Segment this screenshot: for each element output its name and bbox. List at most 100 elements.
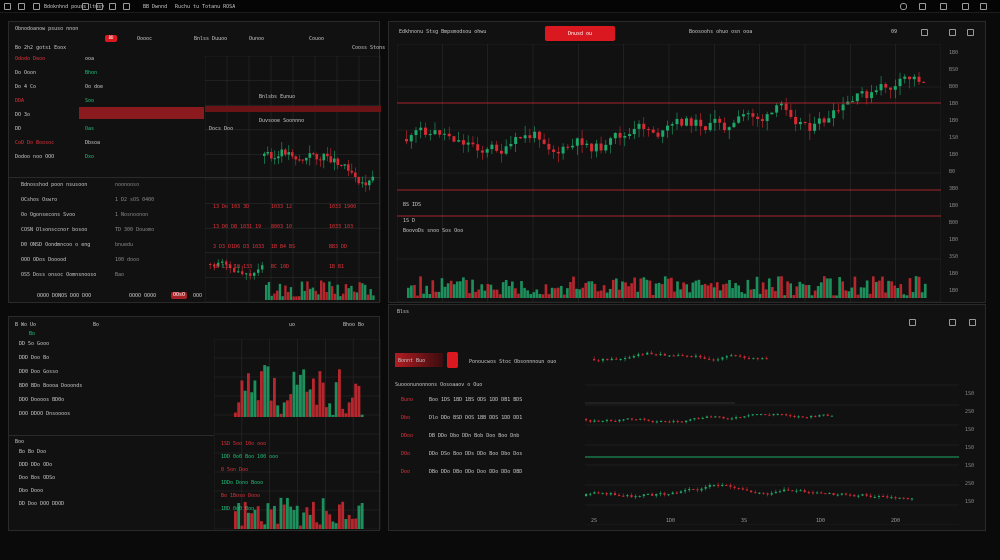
layout-icon[interactable] <box>96 3 103 10</box>
tab-label[interactable]: Blss <box>397 309 410 315</box>
volume-bar <box>336 284 339 300</box>
volume-bar <box>281 296 284 300</box>
badge[interactable]: BD <box>105 35 117 42</box>
mid-candle <box>350 170 354 173</box>
mid-lower-candle <box>261 265 264 270</box>
action-button[interactable]: Dnusd ou <box>545 26 615 41</box>
row-value: ooa <box>85 56 95 62</box>
volume-bar <box>514 288 517 298</box>
bookmark-icon[interactable] <box>82 3 89 10</box>
volume-bar <box>247 512 250 529</box>
rb-mid-candle <box>705 416 709 418</box>
window-icon[interactable] <box>919 3 926 10</box>
main-candle <box>789 109 793 117</box>
rb-mid-candle <box>797 416 800 418</box>
layout-icon[interactable] <box>18 3 25 10</box>
main-candle <box>898 78 902 87</box>
rb-mid-candle <box>818 415 821 417</box>
main-candle-chart[interactable]: 2SD2SD5SB5B02SD1SD1BD3BSD3SD1SD1SD <box>397 44 941 302</box>
footer-badge[interactable]: OOsO <box>171 292 187 299</box>
bell-icon[interactable] <box>109 3 116 10</box>
main-candle <box>703 126 707 131</box>
main-candle <box>870 92 874 99</box>
main-candle <box>471 142 475 145</box>
main-candle <box>457 140 461 142</box>
volume-bar <box>841 281 845 298</box>
window-icon[interactable] <box>4 3 11 10</box>
chart-icon[interactable] <box>123 3 130 10</box>
axis-tick: 3B0 <box>949 186 959 192</box>
volume-bar <box>256 400 260 417</box>
settings-icon[interactable] <box>940 3 947 10</box>
bell-icon[interactable] <box>962 3 969 10</box>
rb-mid-candle <box>826 414 829 416</box>
main-candle <box>684 118 688 126</box>
rb-low-candle <box>622 495 625 497</box>
row-label: Do 4 Co <box>15 84 37 90</box>
main-candle <box>675 118 679 125</box>
volume-bar <box>764 289 768 298</box>
rb-top-candle <box>721 357 724 360</box>
rb-top-candle <box>668 355 671 357</box>
main-candle <box>803 121 807 124</box>
rb-low-candle <box>679 491 683 493</box>
volume-bar <box>547 294 551 298</box>
main-candle <box>889 87 893 90</box>
main-candle <box>832 110 836 119</box>
volume-bar <box>333 293 337 300</box>
rb-low-candle <box>613 493 617 496</box>
rb-mid-candle <box>664 421 667 423</box>
main-candle <box>732 122 736 128</box>
rb-low-candle <box>725 484 728 486</box>
user-icon[interactable] <box>900 3 907 10</box>
volume-bar <box>366 294 370 300</box>
volume-bar <box>789 283 793 298</box>
volume-bar <box>341 501 345 529</box>
rb-mid-candle <box>639 418 642 420</box>
close-icon[interactable] <box>967 29 974 36</box>
rb-low-candle <box>721 484 724 486</box>
rb-mid-candle <box>747 415 750 417</box>
bottom-mini-chart[interactable] <box>214 339 381 529</box>
close-icon[interactable] <box>969 319 976 326</box>
main-candle <box>575 138 579 146</box>
volume-bar <box>328 281 331 300</box>
mid-candle <box>308 153 312 158</box>
settings-icon[interactable] <box>909 319 916 326</box>
main-candle <box>651 129 655 133</box>
rb-low-candle <box>626 495 629 497</box>
volume-bar <box>725 283 728 298</box>
volume-bar <box>602 285 606 298</box>
rb-mid-candle <box>814 415 817 417</box>
volume-bar <box>250 392 254 417</box>
volume-bar <box>719 290 722 298</box>
volume-bar <box>361 283 364 300</box>
volume-bar <box>526 290 529 298</box>
settings-icon[interactable] <box>921 29 928 36</box>
left-top-panel: Obnodoanow psuso nnon Bo 2h2 gotsi Eoox … <box>8 21 385 303</box>
bottom-right-chart[interactable]: 2S 1D0 3S 1D0 2D0 <box>585 345 959 525</box>
rb-mid-candle <box>810 415 813 418</box>
mid-candle <box>371 176 375 181</box>
volume-bar <box>862 287 866 298</box>
mid-lower-candle <box>241 271 244 275</box>
window-icon[interactable] <box>949 319 956 326</box>
main-candle <box>917 76 921 82</box>
chart-icon[interactable] <box>949 29 956 36</box>
rb-low-candle <box>717 484 720 486</box>
col-header: Ounoo <box>249 36 265 42</box>
volume-bar <box>896 288 900 298</box>
volume-bar <box>321 498 325 529</box>
mid-candle-chart[interactable] <box>205 56 381 302</box>
col-header: Bo <box>93 322 100 328</box>
volume-bar <box>328 403 332 417</box>
mid-candle <box>368 180 371 186</box>
red-square-button[interactable] <box>447 352 458 368</box>
mid-lower-candle <box>245 273 248 275</box>
row-label: Bdnosshod poon nsusoon <box>21 182 88 188</box>
chart-icon[interactable] <box>33 3 40 10</box>
volume-bar <box>633 277 637 298</box>
rb-top-candle <box>747 357 751 359</box>
mid-lower-candle <box>229 264 232 269</box>
close-icon[interactable] <box>980 3 987 10</box>
